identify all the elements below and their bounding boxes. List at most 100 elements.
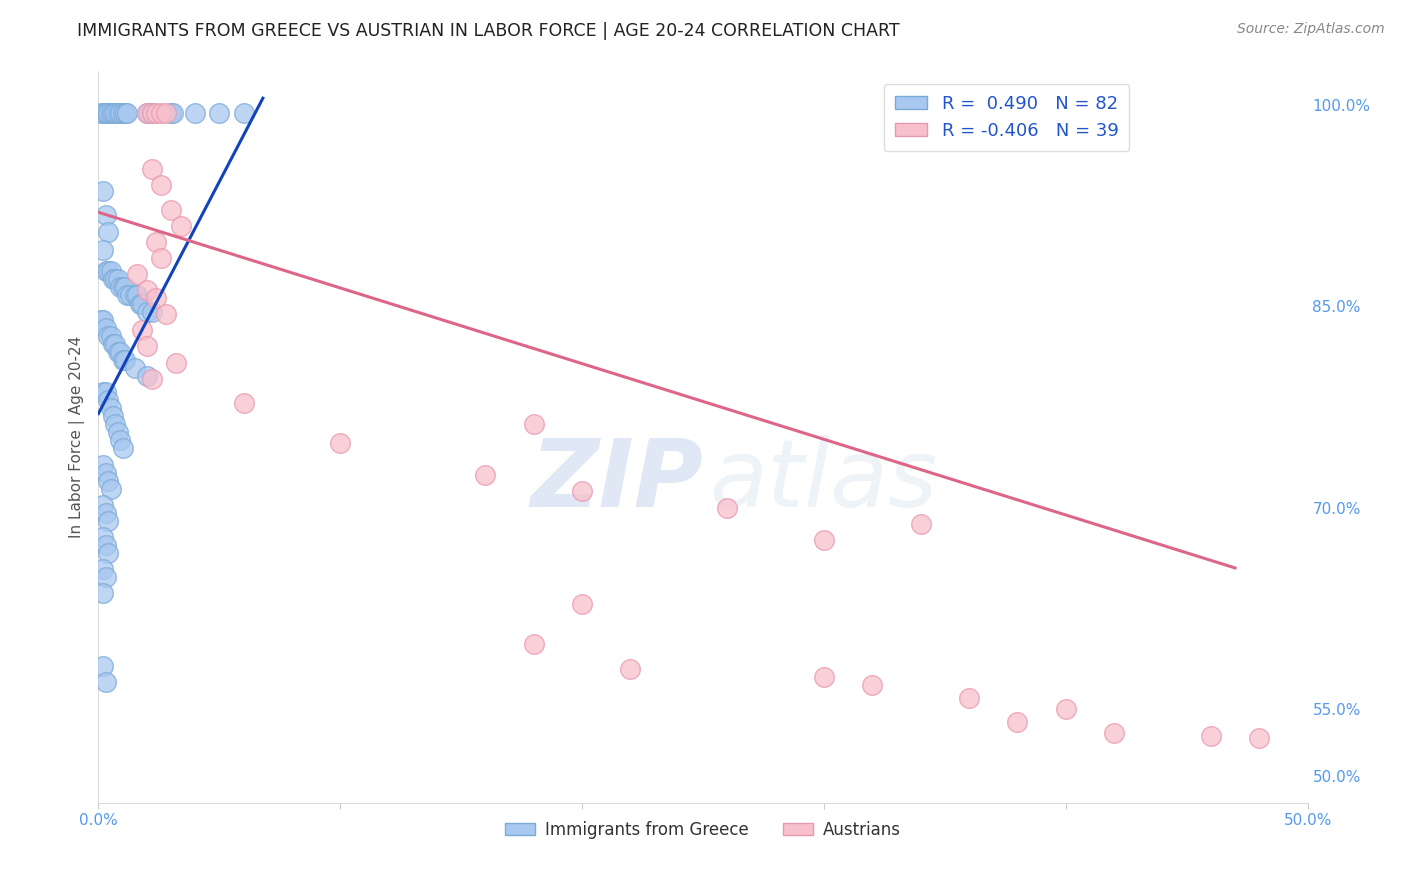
Immigrants from Greece <box>124 361 146 376</box>
Immigrants from Greece <box>104 272 127 286</box>
Immigrants from Greece <box>91 243 114 257</box>
Legend: Immigrants from Greece, Austrians: Immigrants from Greece, Austrians <box>499 814 907 846</box>
Austrians <box>135 283 157 297</box>
Immigrants from Greece <box>97 514 120 528</box>
Austrians <box>474 468 496 483</box>
Immigrants from Greece <box>208 106 231 120</box>
Austrians <box>813 670 835 684</box>
Immigrants from Greece <box>94 208 117 222</box>
Immigrants from Greece <box>104 417 127 432</box>
Immigrants from Greece <box>100 401 122 416</box>
Austrians <box>150 178 173 193</box>
Austrians <box>1249 731 1271 746</box>
Immigrants from Greece <box>107 344 129 359</box>
Austrians <box>523 417 546 432</box>
Austrians <box>910 516 932 531</box>
Austrians <box>1102 726 1125 740</box>
Immigrants from Greece <box>97 393 120 408</box>
Austrians <box>135 106 157 120</box>
Austrians <box>1199 729 1222 743</box>
Immigrants from Greece <box>97 328 120 343</box>
Immigrants from Greece <box>97 474 120 488</box>
Immigrants from Greece <box>91 312 114 326</box>
Austrians <box>957 691 980 706</box>
Immigrants from Greece <box>101 336 124 351</box>
Text: IMMIGRANTS FROM GREECE VS AUSTRIAN IN LABOR FORCE | AGE 20-24 CORRELATION CHART: IMMIGRANTS FROM GREECE VS AUSTRIAN IN LA… <box>77 22 900 40</box>
Austrians <box>329 436 352 450</box>
Immigrants from Greece <box>114 352 136 367</box>
Immigrants from Greece <box>91 586 114 600</box>
Immigrants from Greece <box>91 530 114 544</box>
Immigrants from Greece <box>100 106 122 120</box>
Austrians <box>523 637 546 651</box>
Immigrants from Greece <box>128 296 150 310</box>
Immigrants from Greece <box>108 434 131 448</box>
Austrians <box>1054 702 1077 716</box>
Austrians <box>155 106 177 120</box>
Immigrants from Greece <box>135 369 157 384</box>
Austrians <box>165 355 187 369</box>
Immigrants from Greece <box>94 106 117 120</box>
Immigrants from Greece <box>141 304 163 318</box>
Austrians <box>135 339 157 353</box>
Immigrants from Greece <box>118 288 141 302</box>
Immigrants from Greece <box>124 288 146 302</box>
Immigrants from Greece <box>111 442 134 456</box>
Austrians <box>571 597 593 611</box>
Immigrants from Greece <box>162 106 184 120</box>
Immigrants from Greece <box>114 106 136 120</box>
Immigrants from Greece <box>141 106 163 120</box>
Immigrants from Greece <box>107 272 129 286</box>
Immigrants from Greece <box>97 106 120 120</box>
Immigrants from Greece <box>117 288 139 302</box>
Immigrants from Greece <box>94 675 117 690</box>
Immigrants from Greece <box>97 264 120 278</box>
Austrians <box>127 267 149 281</box>
Austrians <box>145 235 167 249</box>
Austrians <box>160 202 183 217</box>
Immigrants from Greece <box>94 570 117 584</box>
Immigrants from Greece <box>91 498 114 512</box>
Immigrants from Greece <box>108 280 131 294</box>
Immigrants from Greece <box>90 106 112 120</box>
Immigrants from Greece <box>111 280 134 294</box>
Austrians <box>150 106 173 120</box>
Immigrants from Greece <box>117 106 139 120</box>
Austrians <box>860 678 883 692</box>
Immigrants from Greece <box>184 106 207 120</box>
Austrians <box>141 372 163 386</box>
Text: atlas: atlas <box>709 435 938 526</box>
Austrians <box>145 106 167 120</box>
Immigrants from Greece <box>91 458 114 472</box>
Immigrants from Greece <box>97 226 120 240</box>
Immigrants from Greece <box>91 184 114 198</box>
Immigrants from Greece <box>91 659 114 673</box>
Immigrants from Greece <box>94 320 117 334</box>
Austrians <box>716 500 738 515</box>
Immigrants from Greece <box>111 352 134 367</box>
Immigrants from Greece <box>232 106 254 120</box>
Immigrants from Greece <box>108 344 131 359</box>
Immigrants from Greece <box>91 562 114 576</box>
Immigrants from Greece <box>91 106 114 120</box>
Immigrants from Greece <box>107 425 129 440</box>
Austrians <box>155 307 177 321</box>
Austrians <box>150 251 173 265</box>
Immigrants from Greece <box>101 272 124 286</box>
Austrians <box>141 106 163 120</box>
Austrians <box>232 396 254 410</box>
Immigrants from Greece <box>135 304 157 318</box>
Austrians <box>131 323 153 337</box>
Immigrants from Greece <box>135 106 157 120</box>
Austrians <box>169 219 191 233</box>
Immigrants from Greece <box>108 106 131 120</box>
Immigrants from Greece <box>100 264 122 278</box>
Immigrants from Greece <box>111 106 134 120</box>
Austrians <box>813 533 835 547</box>
Immigrants from Greece <box>90 312 112 326</box>
Austrians <box>141 162 163 177</box>
Immigrants from Greece <box>97 546 120 560</box>
Austrians <box>145 291 167 305</box>
Immigrants from Greece <box>100 482 122 496</box>
Y-axis label: In Labor Force | Age 20-24: In Labor Force | Age 20-24 <box>69 336 84 538</box>
